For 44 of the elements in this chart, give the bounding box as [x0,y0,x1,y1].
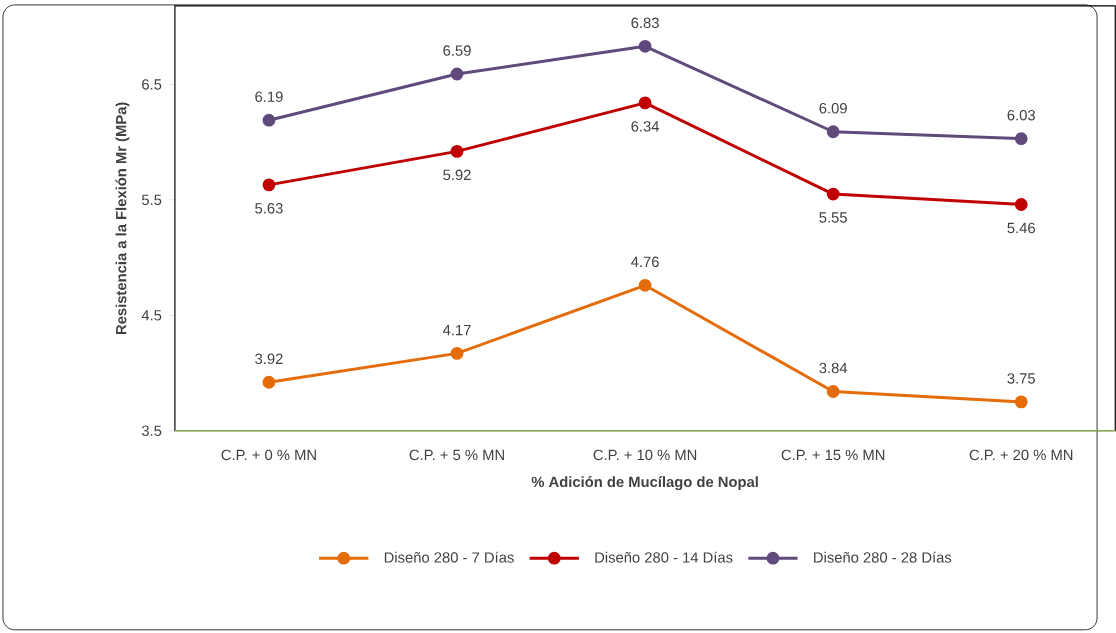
data-label: 6.09 [819,103,847,114]
data-label: 6.59 [443,45,471,56]
y-tick-label: 6.5 [142,79,162,90]
data-label: 5.92 [443,169,471,181]
point [1014,132,1028,146]
point [826,385,840,399]
point [1014,198,1028,211]
data-label: 6.34 [631,121,660,132]
point [262,113,276,127]
point [638,40,652,53]
point [826,187,840,201]
data-label: 5.55 [819,212,847,223]
legend-label: Diseño 280 - 28 Días [814,551,952,563]
data-label: 6.83 [631,17,659,29]
point [450,347,464,360]
data-label: 4.17 [442,325,471,336]
point [262,375,276,389]
data-label: 5.46 [1007,222,1035,234]
x-axis-title: % Adición de Mucílago de Nopal [531,476,758,491]
x-tick-label: C.P. + 10 % MN [593,449,697,461]
data-label: 6.19 [255,91,283,103]
data-label: 6.03 [1007,110,1035,121]
point [638,96,652,110]
point [262,178,276,192]
data-label: 3.84 [819,362,848,374]
y-tick-label: 5.5 [141,194,162,206]
legend-label: Diseño 280 - 7 Días [384,551,514,563]
point [638,278,652,292]
y-tick-label: 3.5 [141,425,162,437]
data-label: 3.75 [1007,373,1035,384]
point [450,145,464,158]
data-label: 3.92 [255,353,283,365]
point [1014,395,1028,409]
data-label: 4.76 [631,256,659,268]
point [826,125,840,139]
x-tick-label: C.P. + 0 % MN [221,449,316,461]
data-label: 5.63 [255,203,283,214]
x-tick-label: C.P. + 5 % MN [409,449,504,461]
point [450,67,464,81]
x-tick-label: C.P. + 20 % MN [969,449,1073,461]
legend-label: Diseño 280 - 14 Días [595,551,733,563]
y-tick-label: 4.5 [141,310,162,321]
y-axis-title: Resistencia a la Flexión Mr (MPa) [115,102,130,335]
x-tick-label: C.P. + 15 % MN [781,449,885,461]
